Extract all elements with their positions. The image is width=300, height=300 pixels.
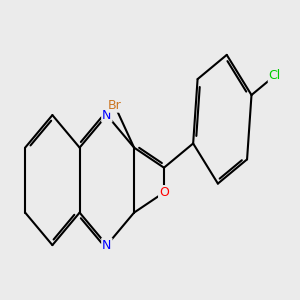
Text: Cl: Cl <box>269 69 281 82</box>
Text: O: O <box>159 186 169 199</box>
Text: N: N <box>102 109 112 122</box>
Text: Br: Br <box>108 99 122 112</box>
Text: N: N <box>102 238 112 252</box>
